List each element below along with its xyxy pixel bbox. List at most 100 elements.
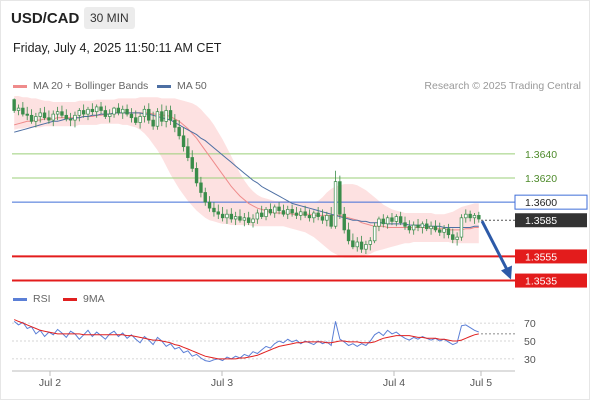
candle-body	[429, 225, 433, 230]
candle-body	[216, 211, 220, 215]
rsi-swatch	[13, 297, 27, 301]
candle-body	[73, 114, 77, 121]
candle-body	[151, 119, 155, 127]
candle-body	[468, 213, 472, 219]
candle-body	[242, 217, 247, 221]
rsi-tick-30: 30	[524, 354, 536, 366]
candle-body	[21, 107, 25, 115]
candle-body	[368, 240, 372, 245]
candle-body	[394, 216, 399, 222]
candle-body	[90, 108, 95, 113]
candle-body	[290, 209, 294, 214]
ma20-line	[14, 112, 479, 231]
candle-body	[129, 113, 134, 119]
candle-body	[333, 181, 338, 227]
rsi-line	[13, 321, 479, 363]
header: USD/CAD 30 MIN	[0, 0, 590, 36]
x-tick-Jul-5: Jul 5	[470, 377, 492, 389]
candle-body	[277, 206, 281, 211]
candle-body	[181, 135, 186, 148]
candle-body	[325, 215, 329, 221]
level-box-1.3585	[515, 213, 587, 228]
candle-body	[381, 218, 385, 225]
candle-body	[398, 216, 403, 223]
legend-9ma-label: 9MA	[83, 293, 105, 305]
candle-body	[99, 106, 103, 111]
level-box-1.3600	[514, 194, 588, 210]
candle-body	[390, 217, 394, 222]
candle-body	[346, 229, 351, 242]
candle-body	[433, 225, 438, 231]
candle-body	[425, 223, 429, 230]
x-tick-Jul-2: Jul 2	[39, 377, 61, 389]
candle-body	[268, 209, 273, 214]
rsi-tick-70: 70	[524, 318, 536, 330]
candle-body	[77, 110, 82, 116]
symbol-title: USD/CAD	[11, 10, 80, 27]
candle-body	[225, 213, 229, 219]
candle-body	[164, 110, 168, 122]
candle-body	[416, 224, 420, 228]
candle-body	[273, 206, 277, 214]
ma50-swatch	[157, 84, 171, 88]
candle-body	[103, 110, 108, 117]
timeframe-badge[interactable]: 30 MIN	[84, 7, 135, 29]
candle-body	[38, 112, 42, 117]
candle-body	[203, 192, 207, 203]
candle-body	[303, 211, 307, 216]
candle-body	[403, 222, 407, 227]
candle-body	[299, 211, 303, 216]
candle-body	[173, 119, 177, 128]
candle-body	[47, 117, 51, 121]
candle-body	[372, 225, 377, 242]
candle-body	[407, 225, 412, 231]
candle-body	[320, 216, 325, 221]
candle-body	[207, 201, 212, 209]
candle-body	[338, 181, 342, 215]
candle-body	[16, 107, 21, 111]
candle-body	[455, 236, 459, 240]
ma20-swatch	[13, 84, 27, 88]
legend-ma20-label: MA 20 + Bollinger Bands	[33, 80, 149, 92]
candle-body	[355, 241, 359, 248]
candle-body	[94, 106, 99, 113]
candle-body	[264, 209, 268, 217]
candle-body	[351, 240, 355, 248]
candle-body	[194, 168, 199, 184]
legend-rsi-label: RSI	[33, 293, 51, 305]
candle-body	[125, 108, 129, 115]
candle-body	[294, 212, 299, 216]
legend-ma50: MA 50	[157, 80, 207, 92]
candle-body	[51, 113, 55, 121]
legend-rsi: RSI	[13, 293, 51, 305]
9ma-swatch	[63, 297, 77, 301]
candle-body	[307, 215, 312, 219]
legend-9ma: 9MA	[63, 293, 105, 305]
candle-body	[359, 241, 364, 250]
candle-body	[147, 108, 151, 121]
rsi-9ma-line	[14, 319, 479, 360]
candle-body	[260, 212, 264, 217]
forecast-arrow-shaft	[480, 220, 510, 273]
candle-body	[312, 212, 316, 219]
candle-body	[160, 111, 164, 122]
candle-body	[86, 108, 90, 115]
candle-body	[472, 215, 477, 219]
level-label-1.3555: 1.3555	[525, 251, 557, 263]
candle-body	[29, 114, 34, 122]
candle-body	[34, 116, 38, 122]
level-label-1.3640: 1.3640	[525, 149, 557, 161]
candle-body	[316, 212, 320, 217]
candle-body	[81, 110, 86, 115]
candle-body	[199, 182, 203, 193]
level-box-1.3535	[515, 273, 587, 288]
candle-body	[255, 212, 260, 220]
candle-body	[60, 111, 64, 116]
x-tick-Jul-3: Jul 3	[211, 377, 233, 389]
research-credit: Research © 2025 Trading Central	[424, 80, 581, 92]
candle-body	[377, 218, 381, 227]
candle-body	[420, 223, 425, 228]
candle-body	[190, 157, 194, 169]
candle-body	[342, 213, 346, 231]
